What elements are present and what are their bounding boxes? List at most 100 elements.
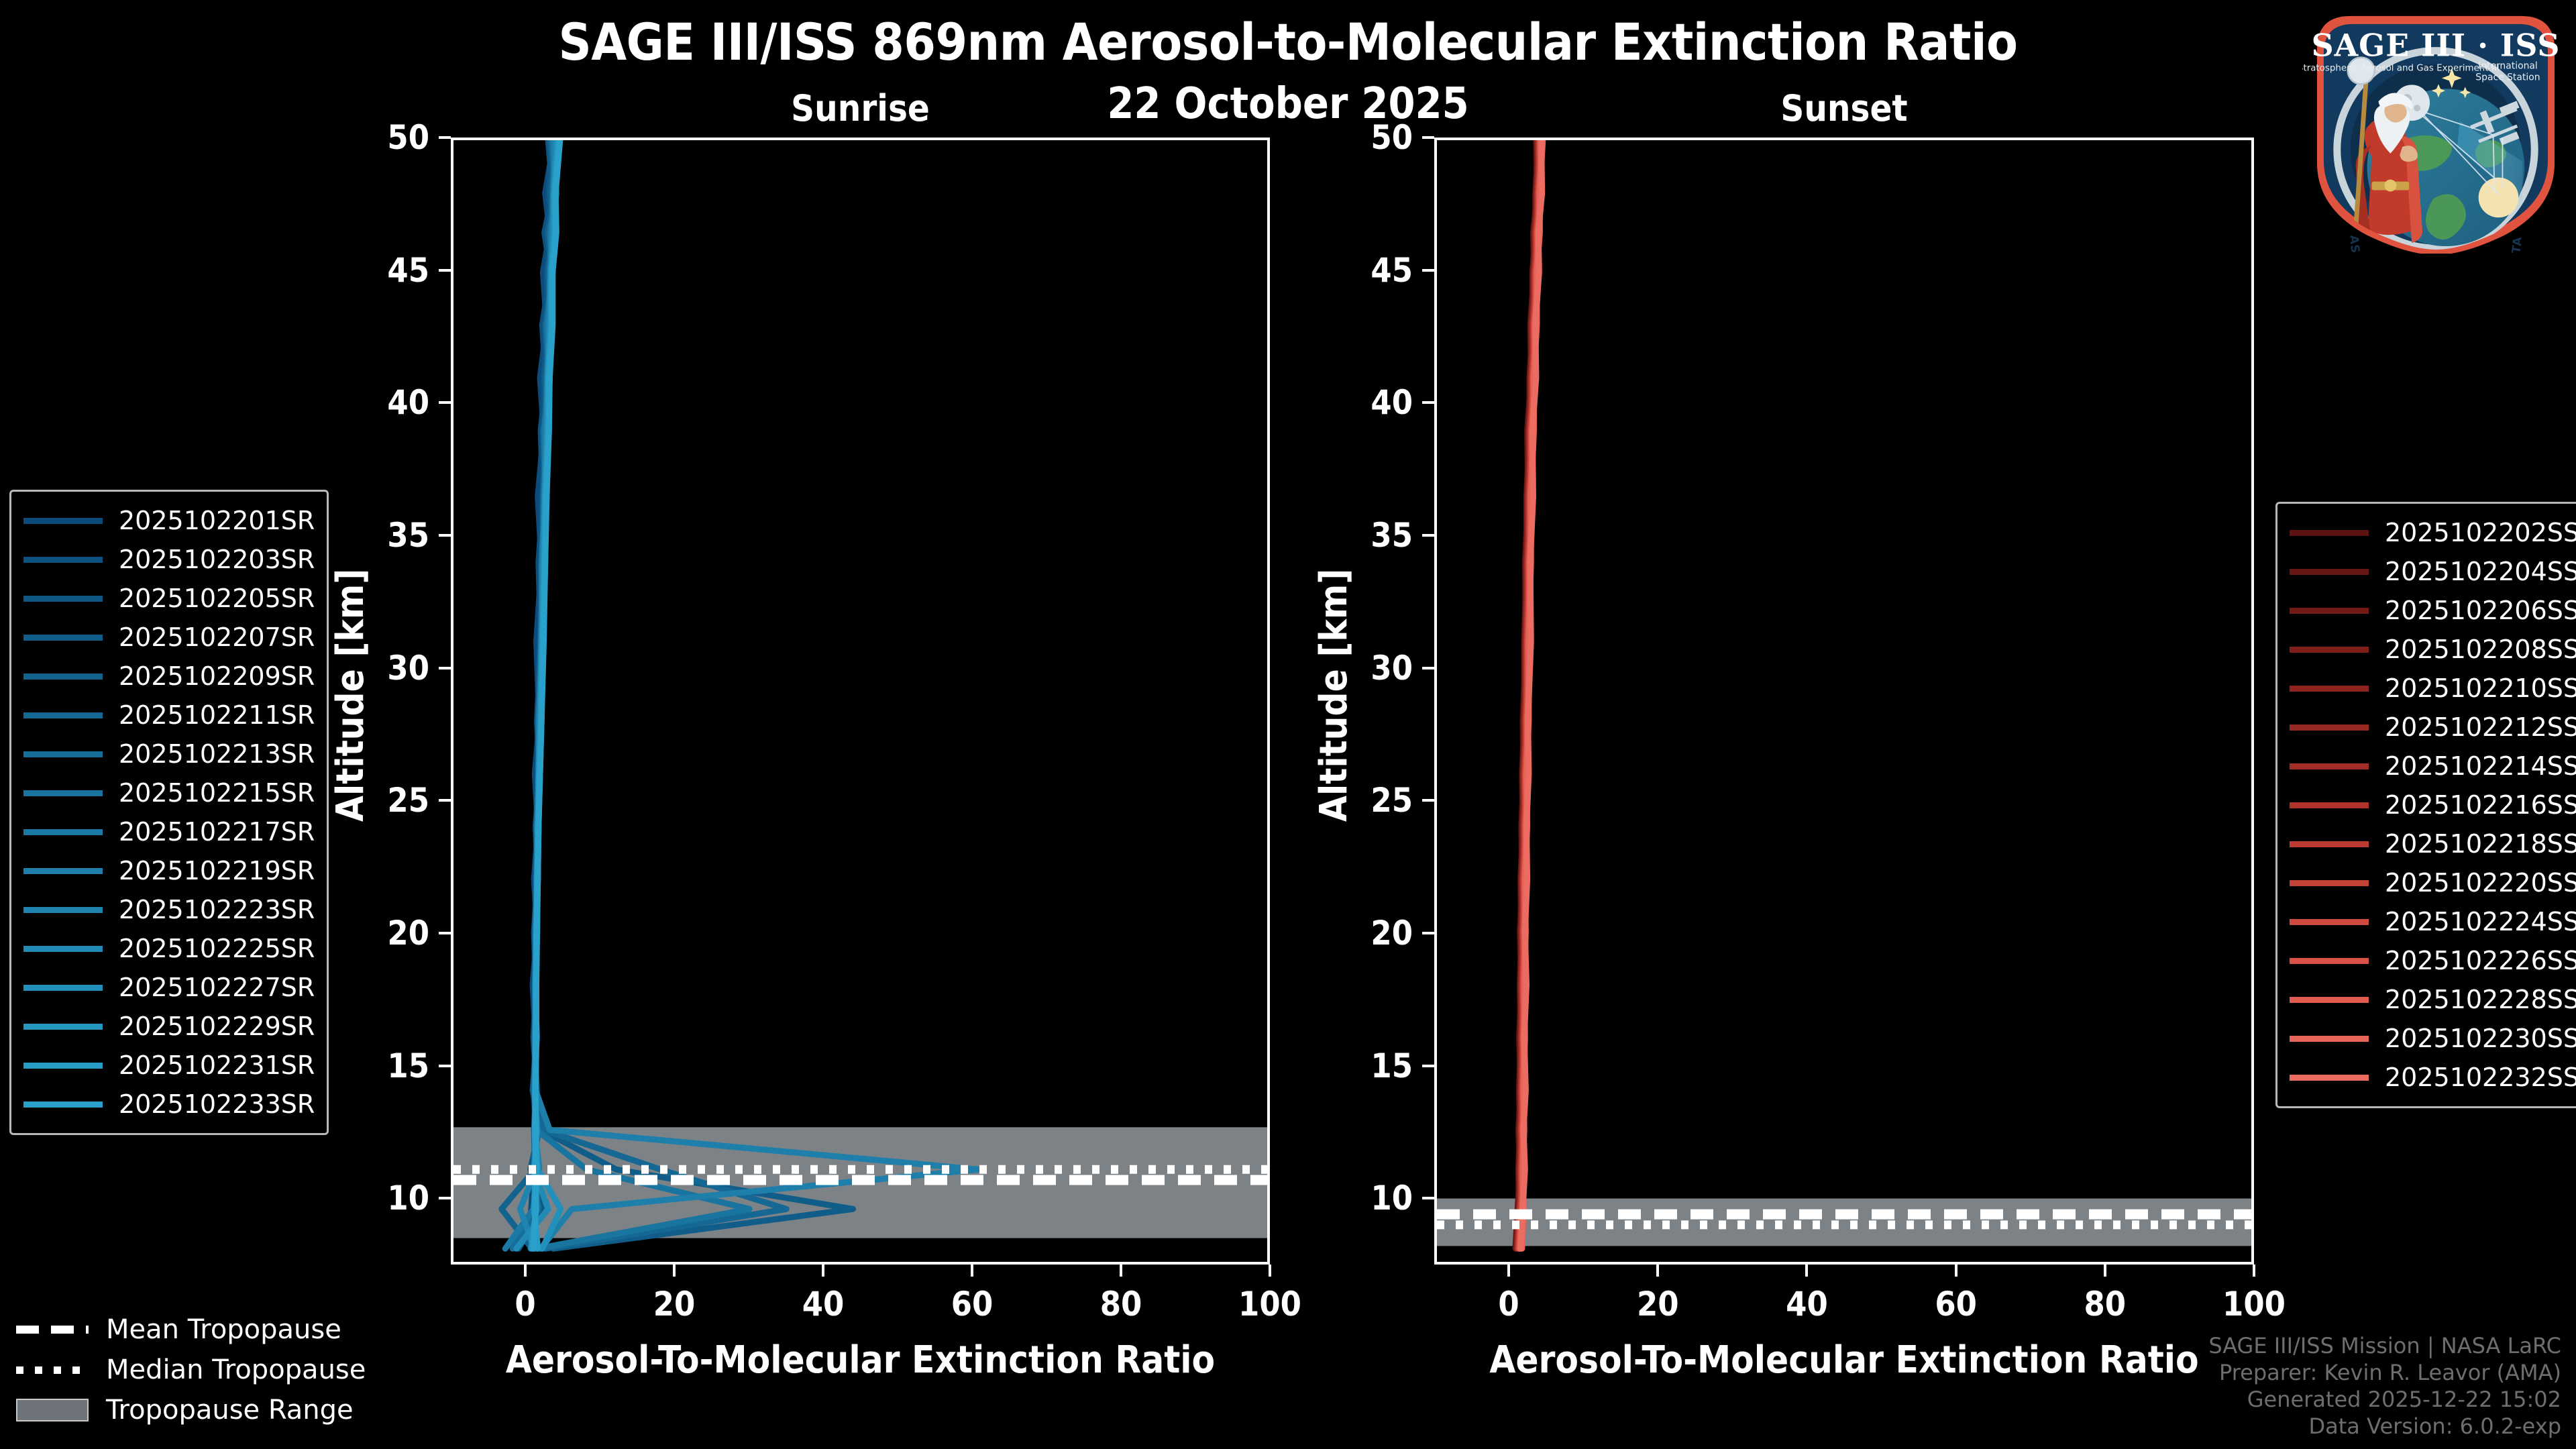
series-legend-row[interactable]: 2025102209SR <box>23 657 315 696</box>
series-color-swatch <box>2290 996 2369 1003</box>
series-color-swatch <box>23 517 103 524</box>
series-color-swatch <box>23 595 103 602</box>
y-tick-label: 45 <box>387 250 429 290</box>
logo-stars <box>2432 68 2471 99</box>
series-legend-row[interactable]: 2025102219SR <box>23 851 315 890</box>
logo-subtitle-left: Stratospheric Aerosol and Gas Experiment… <box>2302 63 2500 73</box>
logo-title: SAGE III · ISS <box>2312 28 2561 64</box>
series-color-swatch <box>2290 918 2369 925</box>
y-tick-mark <box>439 666 451 669</box>
tropopause-legend-marker-dotted <box>16 1362 89 1377</box>
x-tick-mark <box>1805 1265 1809 1277</box>
series-line <box>529 140 856 1252</box>
series-legend-row[interactable]: 2025102218SS <box>2290 824 2576 863</box>
series-color-swatch <box>23 634 103 641</box>
y-tick-label: 30 <box>387 648 429 688</box>
series-legend-row[interactable]: 2025102204SS <box>2290 552 2576 591</box>
series-legend-label: 2025102209SR <box>119 661 315 691</box>
series-legend-row[interactable]: 2025102230SS <box>2290 1019 2576 1058</box>
series-color-swatch <box>23 906 103 913</box>
series-legend-row[interactable]: 2025102220SS <box>2290 863 2576 902</box>
series-legend-row[interactable]: 2025102217SR <box>23 812 315 851</box>
series-legend-row[interactable]: 2025102232SS <box>2290 1058 2576 1097</box>
y-tick-label: 35 <box>387 515 429 555</box>
x-tick-label: 100 <box>2222 1285 2286 1324</box>
series-legend-label: 2025102226SS <box>2385 946 2576 975</box>
series-color-swatch <box>23 751 103 757</box>
series-color-swatch <box>2290 607 2369 614</box>
x-tick-label: 80 <box>2084 1285 2127 1324</box>
series-legend-label: 2025102220SS <box>2385 868 2576 898</box>
series-line <box>532 140 982 1252</box>
series-legend-label: 2025102213SR <box>119 739 315 769</box>
series-legend-label: 2025102203SR <box>119 545 315 574</box>
x-tick-label: 80 <box>1099 1285 1142 1324</box>
series-legend-label: 2025102231SR <box>119 1051 315 1080</box>
y-tick-label: 25 <box>1371 781 1413 820</box>
y-tick-label: 50 <box>387 118 429 157</box>
logo-sun <box>2478 177 2519 218</box>
series-legend-label: 2025102229SR <box>119 1012 315 1041</box>
y-tick-mark <box>1422 533 1434 537</box>
y-tick-mark <box>439 268 451 272</box>
series-legend-row[interactable]: 2025102205SR <box>23 579 315 618</box>
y-tick-mark <box>1422 1197 1434 1200</box>
sunrise-panel-label: Sunrise <box>791 87 930 129</box>
footer-line: Generated 2025-12-22 15:02 <box>2247 1387 2561 1412</box>
series-legend-label: 2025102228SS <box>2385 985 2576 1014</box>
series-legend-row[interactable]: 2025102226SS <box>2290 941 2576 980</box>
series-legend-label: 2025102212SS <box>2385 712 2576 742</box>
series-legend-label: 2025102227SR <box>119 973 315 1002</box>
series-legend-label: 2025102202SS <box>2385 518 2576 547</box>
series-legend-row[interactable]: 2025102202SS <box>2290 513 2576 552</box>
series-legend-label: 2025102210SS <box>2385 674 2576 703</box>
series-legend-label: 2025102206SS <box>2385 596 2576 625</box>
x-tick-label: 0 <box>515 1285 536 1324</box>
series-legend-label: 2025102218SS <box>2385 829 2576 859</box>
x-tick-mark <box>971 1265 973 1277</box>
series-legend-label: 2025102215SR <box>119 778 315 808</box>
series-legend-row[interactable]: 2025102227SR <box>23 968 315 1007</box>
series-legend-row[interactable]: 2025102228SS <box>2290 980 2576 1019</box>
sunset-plot-panel <box>1434 138 2254 1265</box>
series-legend-row[interactable]: 2025102206SS <box>2290 591 2576 630</box>
series-legend-label: 2025102214SS <box>2385 751 2576 781</box>
series-legend-row[interactable]: 2025102224SS <box>2290 902 2576 941</box>
series-color-swatch <box>2290 802 2369 808</box>
series-legend-row[interactable]: 2025102210SS <box>2290 669 2576 708</box>
series-legend-row[interactable]: 2025102214SS <box>2290 747 2576 786</box>
series-legend-row[interactable]: 2025102233SR <box>23 1085 315 1124</box>
y-tick-label: 15 <box>1371 1046 1413 1085</box>
series-legend-row[interactable]: 2025102223SR <box>23 890 315 929</box>
y-tick-label: 40 <box>1371 383 1413 423</box>
series-legend-row[interactable]: 2025102229SR <box>23 1007 315 1046</box>
series-legend-label: 2025102233SR <box>119 1089 315 1119</box>
logo-wizard <box>2347 56 2423 244</box>
series-color-swatch <box>2290 957 2369 964</box>
tropopause-legend-label: Tropopause Range <box>106 1395 354 1426</box>
y-tick-mark <box>1422 1064 1434 1067</box>
series-legend-row[interactable]: 2025102215SR <box>23 773 315 812</box>
series-legend-row[interactable]: 2025102225SR <box>23 929 315 968</box>
y-tick-mark <box>439 136 451 139</box>
series-color-swatch <box>2290 1035 2369 1042</box>
tropopause-range-band <box>1437 1198 2251 1246</box>
x-tick-mark <box>524 1265 527 1277</box>
y-tick-mark <box>439 931 451 934</box>
series-legend-row[interactable]: 2025102216SS <box>2290 786 2576 824</box>
y-tick-label: 15 <box>387 1046 429 1085</box>
series-legend-row[interactable]: 2025102208SS <box>2290 630 2576 669</box>
series-legend-row[interactable]: 2025102207SR <box>23 618 315 657</box>
series-legend-label: 2025102205SR <box>119 584 315 613</box>
series-legend-row[interactable]: 2025102231SR <box>23 1046 315 1085</box>
series-legend-row[interactable]: 2025102211SR <box>23 696 315 735</box>
y-tick-label: 10 <box>1371 1179 1413 1218</box>
series-legend-row[interactable]: 2025102201SR <box>23 501 315 540</box>
series-legend-row[interactable]: 2025102212SS <box>2290 708 2576 747</box>
y-tick-mark <box>439 799 451 802</box>
series-legend-row[interactable]: 2025102203SR <box>23 540 315 579</box>
series-color-swatch <box>23 828 103 835</box>
series-line <box>531 140 753 1252</box>
logo-subtitle-right-line2: Space Station <box>2475 72 2540 83</box>
series-legend-row[interactable]: 2025102213SR <box>23 735 315 773</box>
